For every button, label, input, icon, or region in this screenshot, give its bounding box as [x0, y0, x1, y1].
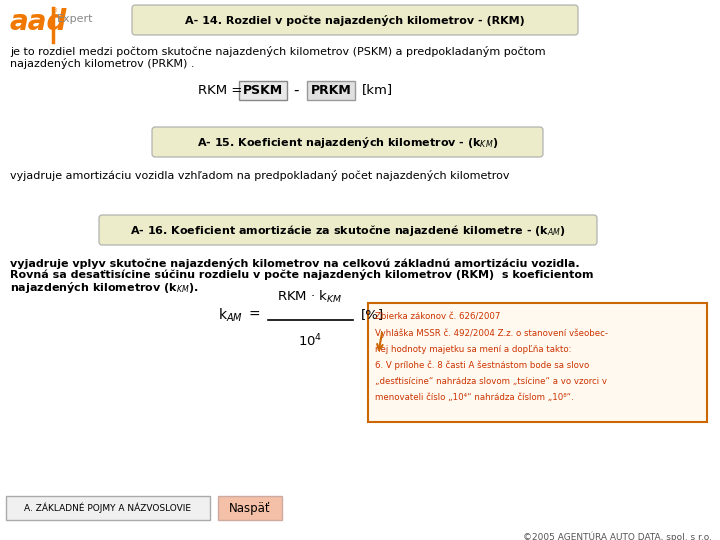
Text: Naspäť: Naspäť	[229, 502, 271, 515]
Text: PRKM: PRKM	[310, 84, 351, 97]
FancyBboxPatch shape	[132, 5, 578, 35]
Text: vyjadruje amortizáciu vozidla vzhľadom na predpokladaný počet najazdených kilome: vyjadruje amortizáciu vozidla vzhľadom n…	[10, 170, 510, 181]
FancyBboxPatch shape	[307, 81, 355, 100]
Text: je to rozdiel medzi počtom skutočne najazdených kilometrov (PSKM) a predpokladan: je to rozdiel medzi počtom skutočne naja…	[10, 46, 546, 57]
Text: PSKM: PSKM	[243, 84, 283, 97]
FancyBboxPatch shape	[152, 127, 543, 157]
Text: A. ZÁKLADNÉ POJMY A NÁZVOSLOVIE: A. ZÁKLADNÉ POJMY A NÁZVOSLOVIE	[24, 503, 192, 513]
Text: „desťtisícine“ nahrádza slovom „tsícine“ a vo vzorci v: „desťtisícine“ nahrádza slovom „tsícine“…	[375, 377, 607, 386]
Text: A- 14. Rozdiel v počte najazdených kilometrov - (RKM): A- 14. Rozdiel v počte najazdených kilom…	[185, 15, 525, 25]
FancyBboxPatch shape	[99, 215, 597, 245]
FancyBboxPatch shape	[368, 303, 707, 422]
Text: A- 16. Koeficient amortizácie za skutočne najazdené kilometre - (k$_{AM}$): A- 16. Koeficient amortizácie za skutočn…	[130, 222, 566, 238]
Text: ®: ®	[51, 8, 58, 14]
Text: ©2005 AGENTÚRA AUTO DATA, spol. s r.o.: ©2005 AGENTÚRA AUTO DATA, spol. s r.o.	[523, 532, 712, 540]
FancyBboxPatch shape	[239, 81, 287, 100]
Text: aad: aad	[10, 8, 68, 36]
Text: [km]: [km]	[362, 84, 393, 97]
Text: =: =	[248, 308, 260, 322]
Text: Vyhláška MSSR č. 492/2004 Z.z. o stanovení všeobec-: Vyhláška MSSR č. 492/2004 Z.z. o stanove…	[375, 329, 608, 339]
Text: menovateli číslo „10⁴“ nahrádza číslom „10⁸“.: menovateli číslo „10⁴“ nahrádza číslom „…	[375, 393, 574, 402]
Text: Rovná sa desaťtisícine súčinu rozdielu v počte najazdených kilometrov (RKM)  s k: Rovná sa desaťtisícine súčinu rozdielu v…	[10, 269, 593, 280]
Text: -: -	[293, 83, 299, 98]
Text: 6. V prílohe č. 8 časti A šestnástom bode sa slovo: 6. V prílohe č. 8 časti A šestnástom bod…	[375, 361, 589, 370]
Text: RKM =: RKM =	[198, 84, 247, 97]
FancyBboxPatch shape	[6, 496, 210, 520]
Text: nej hodnoty majetku sa mení a dopĽňa takto:: nej hodnoty majetku sa mení a dopĽňa tak…	[375, 345, 572, 354]
Text: A- 15. Koeficient najazdených kilometrov - (k$_{KM}$): A- 15. Koeficient najazdených kilometrov…	[197, 134, 498, 150]
Text: [%]: [%]	[361, 308, 384, 321]
Text: Zbierka zákonov č. 626/2007: Zbierka zákonov č. 626/2007	[375, 313, 500, 322]
Text: vyjadruje vplyv skutočne najazdených kilometrov na celkovú základnú amortizáciu : vyjadruje vplyv skutočne najazdených kil…	[10, 258, 580, 269]
Text: RKM · k$_{KM}$: RKM · k$_{KM}$	[277, 289, 343, 305]
Text: najazdených kilometrov (PRKM) .: najazdených kilometrov (PRKM) .	[10, 58, 194, 69]
Text: 10$^{4}$: 10$^{4}$	[298, 333, 322, 349]
Text: Expert: Expert	[57, 14, 94, 24]
FancyBboxPatch shape	[218, 496, 282, 520]
Text: najazdených kilometrov (k$_{KM}$).: najazdených kilometrov (k$_{KM}$).	[10, 280, 199, 295]
Text: k$_{AM}$: k$_{AM}$	[218, 306, 243, 323]
